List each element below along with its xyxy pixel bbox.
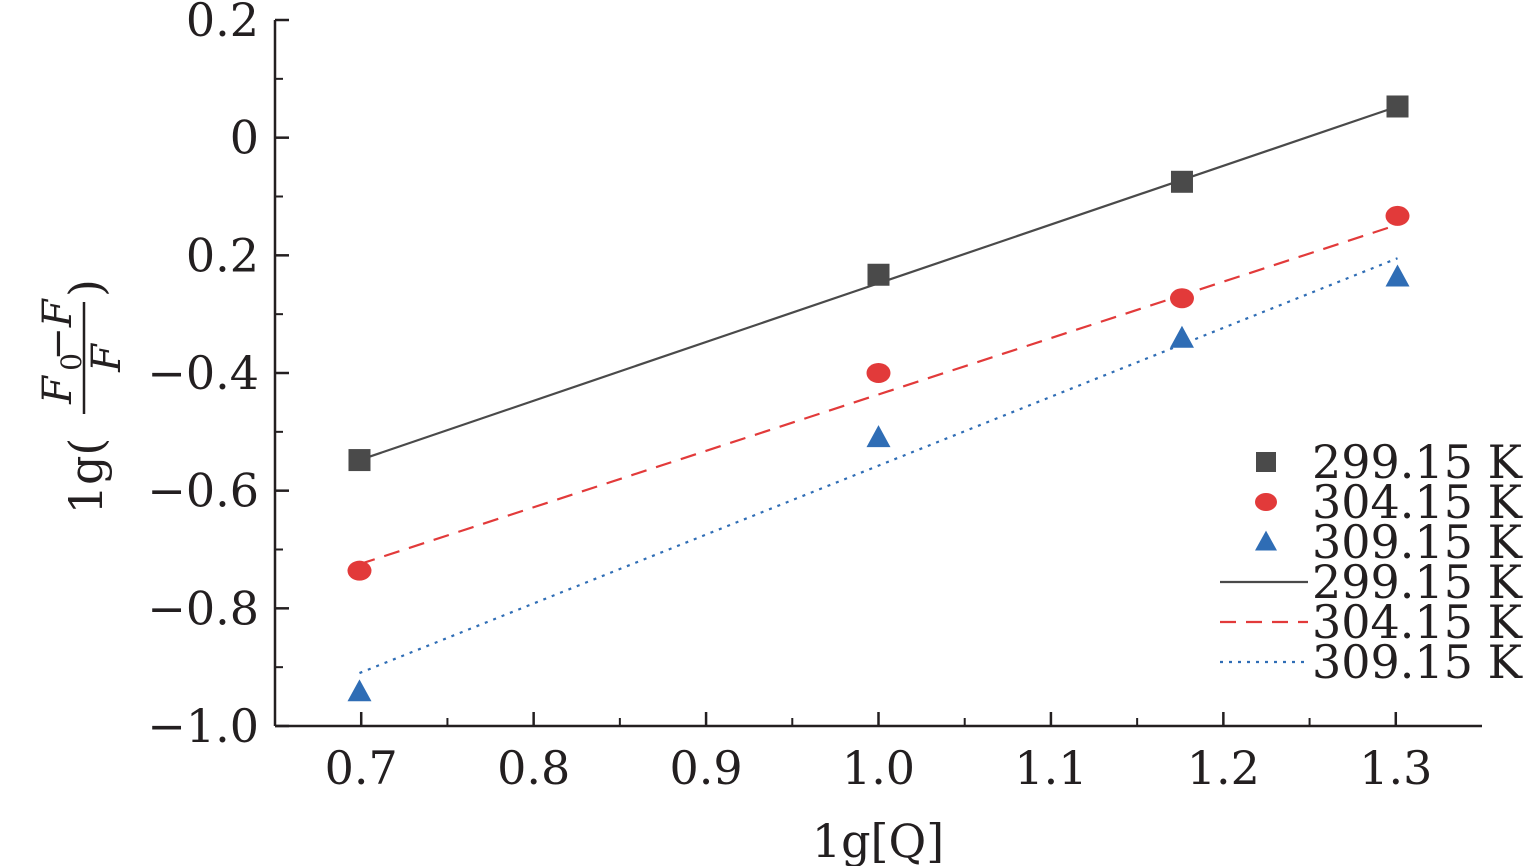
y-tick-label: −0.6 — [147, 464, 259, 518]
data-point — [1170, 170, 1193, 193]
data-point — [348, 449, 371, 472]
y-axis-title-suffix: ) — [59, 279, 113, 297]
y-axis-title-numerator-sub: 0 — [55, 353, 88, 371]
legend-marker — [1255, 493, 1277, 511]
x-tick-label: 1.2 — [1187, 741, 1260, 795]
data-point — [347, 679, 372, 702]
data-point — [1385, 205, 1410, 226]
y-tick-label: −1.0 — [147, 699, 259, 753]
y-tick-label: 0.2 — [186, 228, 259, 282]
data-point — [867, 263, 890, 286]
data-point — [1385, 264, 1410, 287]
x-tick-label: 1.3 — [1359, 741, 1432, 795]
data-point — [866, 425, 891, 448]
legend-label: 309.15 K — [1312, 515, 1524, 569]
data-point — [1169, 288, 1194, 309]
fit-line — [359, 257, 1398, 675]
x-tick-label: 0.7 — [325, 741, 398, 795]
legend-label: 304.15 K — [1312, 595, 1524, 649]
x-tick-label: 1.0 — [842, 741, 915, 795]
data-point — [1386, 95, 1409, 118]
y-tick-label: 0 — [230, 111, 259, 165]
y-axis-title-denominator: F — [84, 343, 130, 373]
legend-marker — [1256, 452, 1276, 472]
data-point — [1169, 325, 1194, 348]
x-tick-label: 0.9 — [669, 741, 742, 795]
y-axis-title: 1g( F 0 −F F ) — [35, 279, 130, 514]
data-point — [866, 363, 891, 383]
data-point — [347, 560, 372, 581]
y-axis-title-numerator-var: F — [35, 375, 81, 405]
axes: 0.7 0.8 0.9 1.0 1.1 1.2 1.3 0.2 0 0.2 −0.4 −0.6 −0.8… — [147, 0, 1482, 795]
x-tick-label: 0.8 — [497, 741, 570, 795]
y-tick-label: −0.8 — [147, 581, 259, 635]
legend-label: 309.15 K — [1312, 635, 1524, 689]
y-tick-label: 0.2 — [186, 0, 259, 47]
legend-marker — [1255, 530, 1277, 551]
legend-label: 304.15 K — [1312, 475, 1524, 529]
fit-lines — [359, 105, 1398, 675]
legend-label: 299.15 K — [1312, 555, 1524, 609]
fit-line — [359, 223, 1398, 566]
legend-label: 299.15 K — [1312, 435, 1524, 489]
x-axis-title: 1g[Q] — [812, 814, 944, 866]
y-tick-label: −0.4 — [147, 346, 259, 400]
data-points — [347, 95, 1410, 702]
y-axis-title-prefix: 1g( — [59, 438, 113, 515]
y-axis-title-numerator-rest: −F — [35, 298, 81, 361]
x-tick-label: 1.1 — [1014, 741, 1087, 795]
